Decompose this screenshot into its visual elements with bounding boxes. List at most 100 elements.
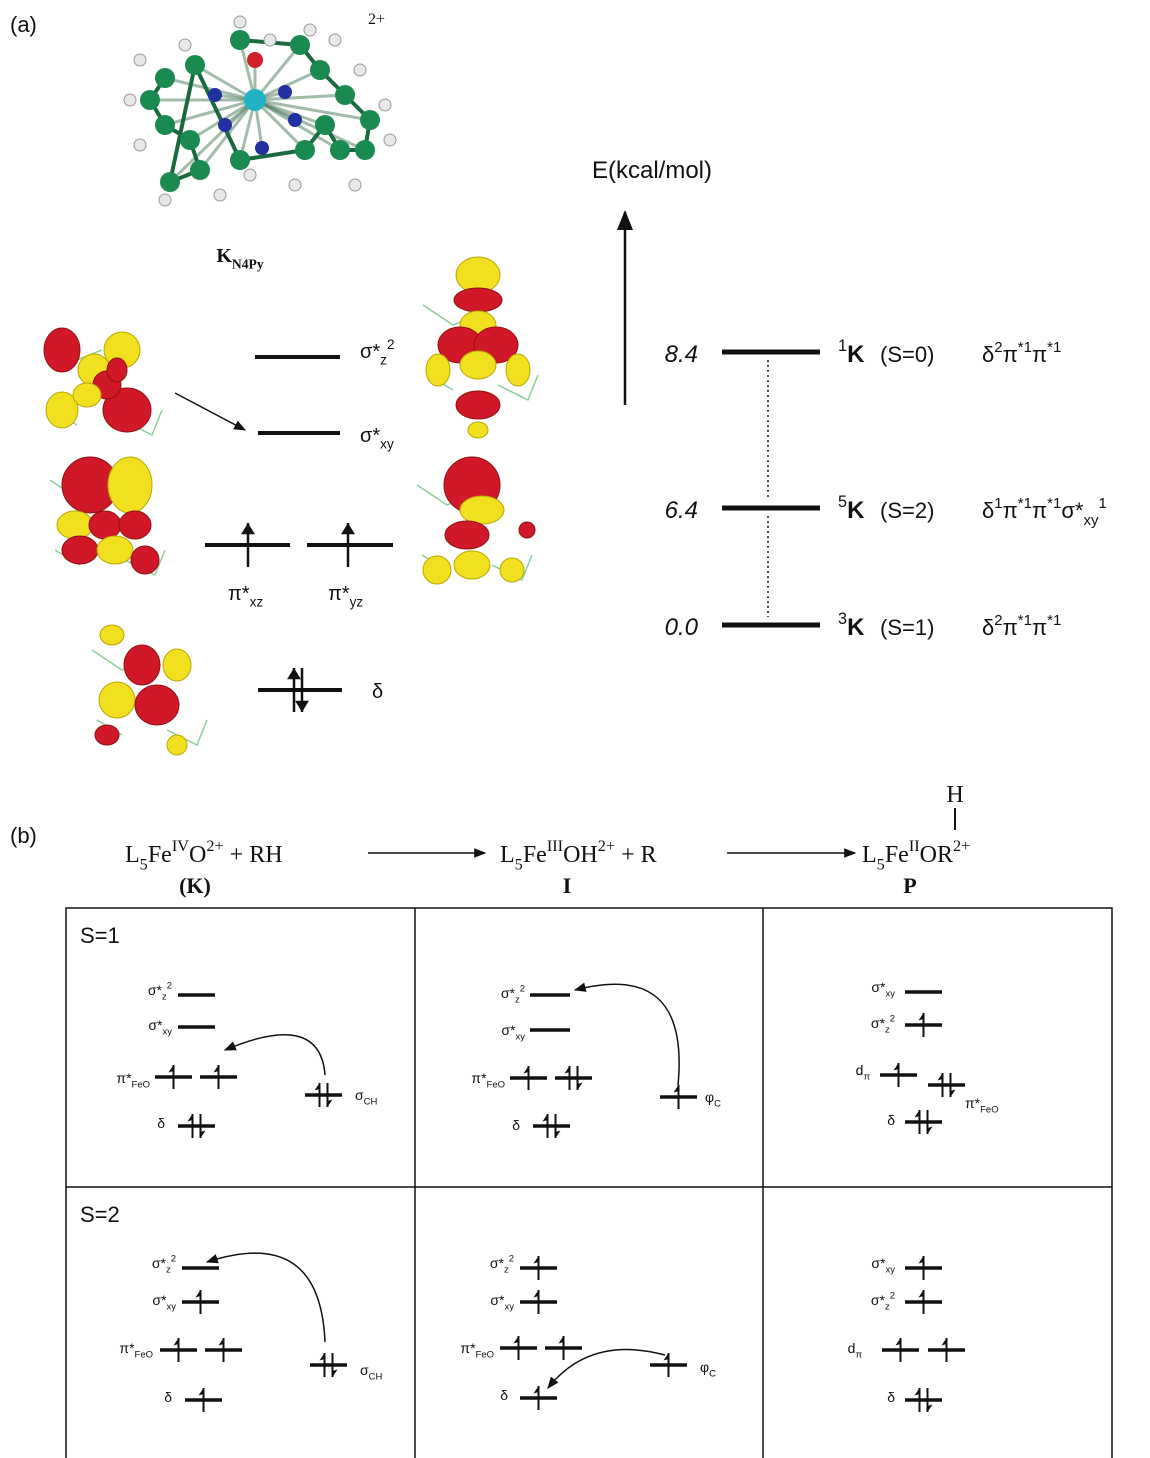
- text-part: φ: [700, 1359, 709, 1375]
- superscript: 2: [171, 1254, 176, 1265]
- superscript: *1: [1047, 495, 1061, 512]
- text-part: σ*: [152, 1292, 167, 1308]
- orbital-lobe: [454, 551, 490, 579]
- text-part: σ*: [360, 341, 380, 363]
- orbital-lobe: [119, 511, 151, 539]
- orbital-label: π*xz: [228, 583, 263, 609]
- orbital-label: σ*z2: [148, 981, 172, 1003]
- superscript: IV: [172, 836, 189, 855]
- text-part: OH: [563, 842, 598, 868]
- text-part: σ: [355, 1087, 364, 1103]
- text-part: 6.4: [665, 497, 698, 524]
- orbital-lobe: [519, 522, 535, 538]
- superscript: II: [909, 836, 920, 855]
- orbital-label: dπ: [856, 1062, 871, 1083]
- species-label: I: [563, 873, 572, 898]
- text-part: π: [1032, 615, 1047, 640]
- text-part: Fe: [523, 842, 547, 868]
- subscript: 5: [877, 855, 885, 874]
- spin-label: S=1: [80, 923, 120, 948]
- text-part: (K): [179, 873, 211, 898]
- orbital-label: δ: [887, 1389, 895, 1405]
- transfer-arrow: [207, 1253, 325, 1342]
- atom: [360, 110, 380, 130]
- text-part: σ*: [501, 1022, 516, 1038]
- orbital-label: δ: [372, 681, 383, 703]
- configuration: δ1π*1π*1σ*xy1: [982, 495, 1107, 529]
- energy-value: 6.4: [665, 497, 698, 524]
- charge: 2+: [368, 11, 385, 28]
- text-part: δ: [157, 1115, 165, 1131]
- text-part: π: [1032, 342, 1047, 367]
- atom: [310, 60, 330, 80]
- atom: [264, 34, 276, 46]
- subscript: FeO: [135, 1350, 153, 1361]
- orbital-label: π*FeO: [116, 1070, 150, 1091]
- orbital-label: σ*xy: [360, 425, 394, 451]
- pointer-arrow: [175, 393, 245, 430]
- orbital-lobe: [426, 354, 450, 386]
- panel-label: (a): [10, 12, 37, 37]
- text-part: Fe: [148, 842, 172, 868]
- axis-label: E(kcal/mol): [592, 157, 712, 184]
- atom: [140, 90, 160, 110]
- atom: [159, 194, 171, 206]
- orbital-lobe: [89, 511, 121, 539]
- text-part: OR: [920, 842, 953, 868]
- atom: [288, 113, 302, 127]
- spin-state: (S=2): [880, 498, 934, 523]
- atom: [218, 118, 232, 132]
- text-part: S=1: [80, 923, 120, 948]
- atom: [134, 54, 146, 66]
- subscript: CH: [364, 1097, 378, 1108]
- orbital-lobe: [445, 521, 489, 549]
- text-part: π: [1003, 498, 1018, 523]
- atom: [155, 115, 175, 135]
- hydrogen: H: [946, 782, 963, 808]
- atom: [354, 64, 366, 76]
- text-part: K: [847, 614, 865, 641]
- orbital-label: φC: [705, 1089, 721, 1110]
- panel-label: (b): [10, 823, 37, 848]
- superscript: 2+: [598, 836, 615, 855]
- text-part: O: [189, 842, 206, 868]
- text-part: σ*: [148, 1017, 163, 1033]
- atom: [124, 94, 136, 106]
- orbital-label: σ*xy: [152, 1292, 176, 1313]
- superscript: *1: [1018, 339, 1032, 356]
- superscript: III: [547, 836, 563, 855]
- text-part: E(kcal/mol): [592, 157, 712, 184]
- atom: [315, 115, 335, 135]
- subscript: xy: [163, 1027, 173, 1038]
- text-part: δ: [982, 498, 994, 523]
- text-part: π*: [119, 1340, 135, 1356]
- atom: [208, 88, 222, 102]
- transfer-arrow: [225, 1035, 325, 1075]
- superscript: 2: [387, 337, 395, 352]
- text-part: P: [903, 873, 916, 898]
- atom: [190, 160, 210, 180]
- text-part: σ*: [501, 985, 516, 1001]
- atom: [234, 16, 246, 28]
- orbital-label: σ*xy: [490, 1292, 514, 1313]
- subscript: z: [380, 352, 387, 367]
- superscript: 2: [994, 612, 1002, 629]
- subscript: C: [709, 1369, 716, 1380]
- superscript: *1: [1047, 339, 1061, 356]
- atom: [355, 140, 375, 160]
- orbital-lobe: [62, 536, 98, 564]
- atom: [179, 39, 191, 51]
- atom: [330, 140, 350, 160]
- text-part: σ*: [490, 1292, 505, 1308]
- arrow-head: [287, 668, 301, 679]
- superscript: *1: [1047, 612, 1061, 629]
- orbital-lobe: [57, 511, 93, 539]
- text-part: + R: [615, 842, 657, 868]
- text-part: Fe: [885, 842, 909, 868]
- text-part: d: [856, 1062, 864, 1078]
- arrow-head: [241, 523, 255, 534]
- orbital-lobe: [108, 457, 152, 513]
- molecule-label: KN4Py: [216, 245, 263, 271]
- superscript: 1: [838, 337, 847, 355]
- atom: [134, 139, 146, 151]
